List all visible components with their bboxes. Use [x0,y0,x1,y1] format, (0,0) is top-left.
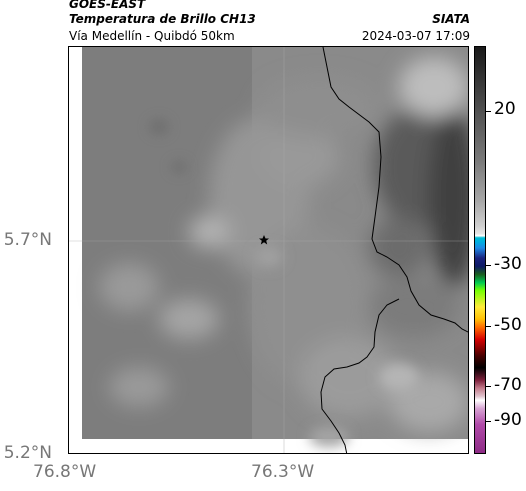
imagery-area [82,47,468,447]
longitude-label: 76.3°W [251,462,315,482]
colorbar-tick [486,386,491,387]
colorbar-label: -70 [494,375,522,395]
colorbar-tick [486,421,491,422]
colorbar [474,46,486,454]
colorbar-tick [486,326,491,327]
colorbar-label: -30 [494,254,522,274]
colorbar-tick [486,265,491,266]
latitude-label: 5.2°N [3,443,52,463]
map-frame[interactable] [68,46,469,454]
timestamp-label: 2024-03-07 17:09 [361,29,470,43]
location-marker[interactable] [259,235,269,245]
colorbar-label: -50 [494,315,522,335]
region-subtitle: Vía Medellín - Quibdó 50km [69,29,235,43]
longitude-label: 76.8°W [33,462,97,482]
colorbar-label: -90 [494,410,522,430]
boundary-line [322,47,468,333]
satellite-map[interactable] [69,47,469,454]
product-title: Temperatura de Brillo CH13 [69,12,256,26]
boundary-line-branch [320,298,400,453]
satellite-name: GOES-EAST [69,0,146,11]
organization-label: SIATA [432,12,470,26]
graticule [69,47,468,453]
colorbar-label: 20 [494,99,516,119]
colorbar-tick [486,111,491,112]
latitude-label: 5.7°N [3,230,52,250]
